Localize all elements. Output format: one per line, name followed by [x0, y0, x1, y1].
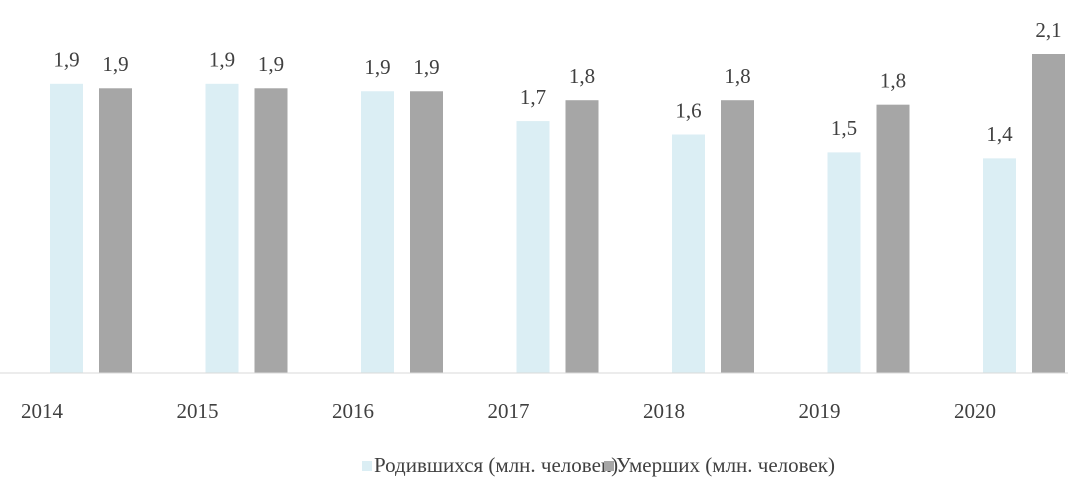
x-tick-label: 2019: [799, 399, 841, 423]
data-label: 1,9: [258, 52, 284, 76]
data-label: 2,1: [1035, 18, 1061, 42]
data-label: 1,4: [986, 122, 1013, 146]
data-label: 1,9: [209, 48, 235, 72]
legend-swatch: [604, 461, 614, 471]
legend-swatch: [362, 461, 372, 471]
bar: [99, 88, 132, 374]
legend-label: Родившихся (млн. человек): [374, 453, 618, 477]
x-tick-label: 2018: [643, 399, 685, 423]
x-tick-label: 2015: [177, 399, 219, 423]
bar: [983, 158, 1016, 373]
x-tick-label: 2014: [21, 399, 64, 423]
data-label: 1,9: [413, 55, 439, 79]
data-label: 1,9: [364, 55, 390, 79]
bar: [1032, 54, 1065, 373]
bar: [254, 88, 288, 374]
data-label: 1,9: [102, 52, 128, 76]
x-tick-label: 2016: [332, 399, 374, 423]
bar: [205, 83, 239, 374]
bar: [50, 83, 83, 374]
bar: [672, 134, 705, 373]
bar: [361, 91, 394, 373]
data-label: 1,5: [831, 116, 857, 140]
data-label: 1,6: [675, 98, 701, 122]
bar: [876, 104, 910, 373]
legend-label: Умерших (млн. человек): [616, 453, 835, 477]
bar: [410, 91, 443, 373]
data-label: 1,8: [724, 64, 750, 88]
data-label: 1,8: [880, 68, 906, 92]
bar: [827, 152, 861, 373]
bar: [516, 121, 550, 373]
bar: [721, 100, 754, 374]
data-label: 1,9: [53, 48, 79, 72]
data-label: 1,7: [520, 85, 546, 109]
data-label: 1,8: [569, 64, 595, 88]
x-tick-label: 2017: [488, 399, 530, 423]
x-tick-label: 2020: [954, 399, 996, 423]
bar: [565, 100, 599, 374]
